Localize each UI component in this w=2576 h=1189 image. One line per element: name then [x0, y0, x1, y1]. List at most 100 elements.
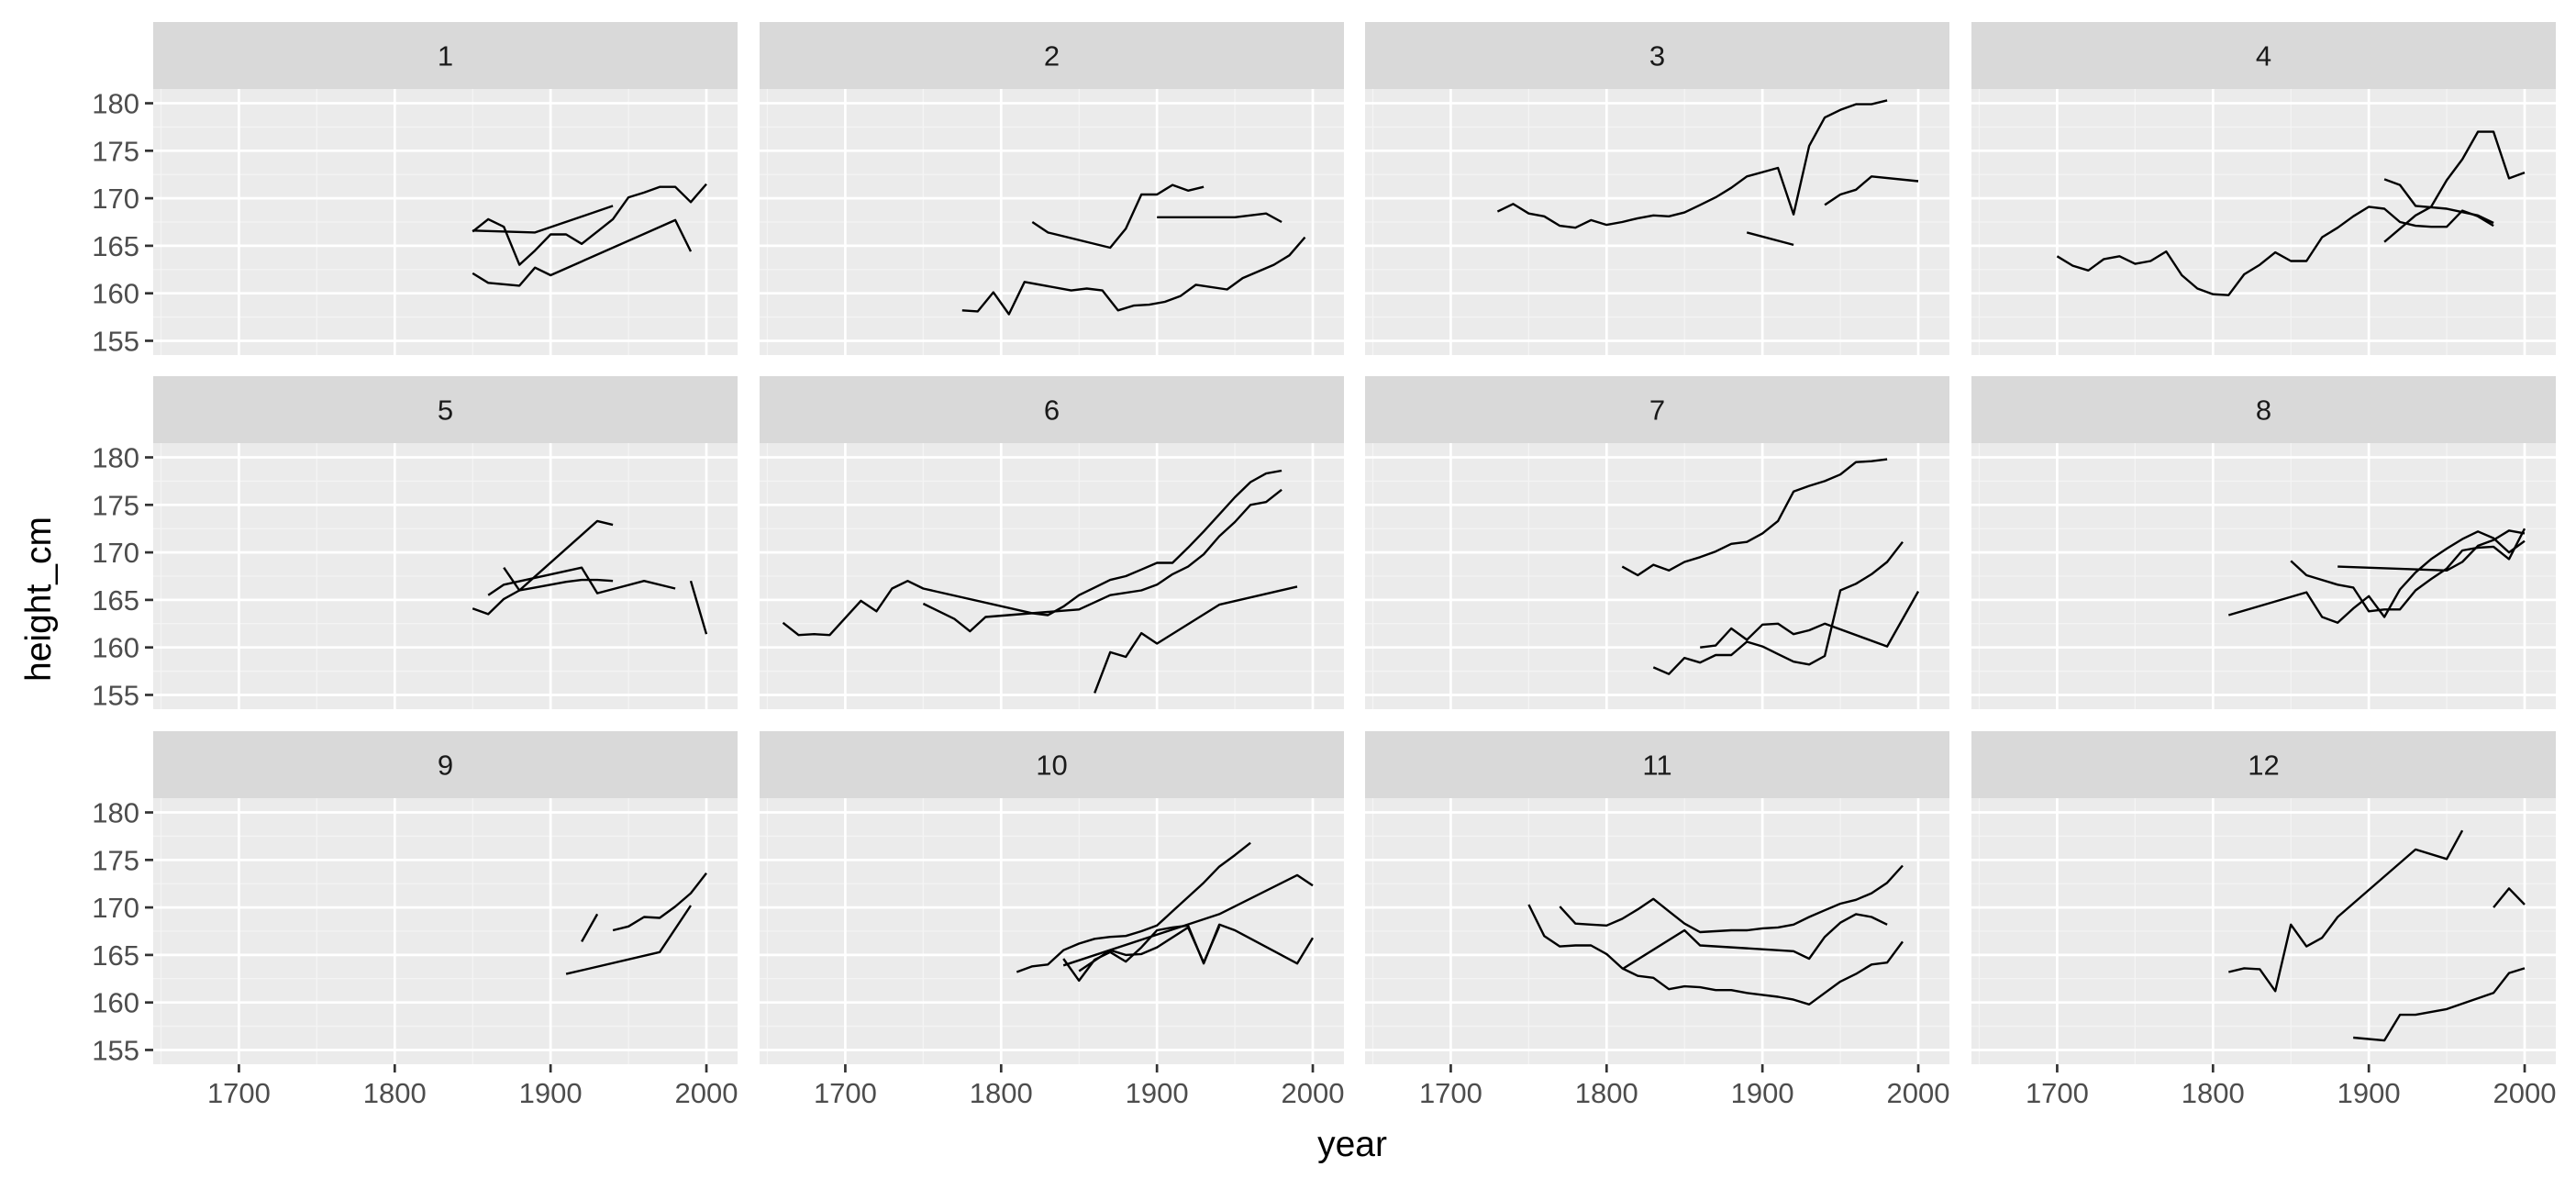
- x-tick-label: 1700: [2026, 1077, 2089, 1109]
- y-tick-label: 165: [92, 584, 139, 617]
- series-line-11-1: [1527, 904, 1904, 1006]
- facet-panel-12: 12: [1971, 731, 2556, 1064]
- y-tick-label: 170: [92, 537, 139, 569]
- series-line-12-2: [2353, 967, 2526, 1042]
- facet-panel-11: 11: [1365, 731, 1949, 1064]
- series-line-8-1: [2227, 530, 2526, 624]
- y-axis: 155 160 165 170 175 180 155 160 165 170 175 180 155 1…: [92, 88, 153, 1066]
- x-tick-label: 2000: [1887, 1077, 1950, 1109]
- series-line-7-3: [1700, 591, 1920, 649]
- y-tick-label: 180: [92, 797, 139, 829]
- facet-strip: [760, 731, 1344, 798]
- x-tick-label: 1900: [1731, 1077, 1794, 1109]
- facet-panel-3: 3: [1365, 22, 1949, 355]
- series-line-10-1: [1016, 841, 1251, 973]
- series-line-3-1: [1496, 99, 1888, 229]
- y-tick-label: 180: [92, 442, 139, 474]
- series-line-10-3: [1062, 873, 1314, 967]
- series-line-9-3: [565, 905, 692, 975]
- y-axis-title: height_cm: [19, 517, 59, 682]
- series-line-7-1: [1621, 458, 1888, 577]
- x-tick-label: 1900: [2337, 1077, 2401, 1109]
- series-line-2-1: [961, 236, 1306, 316]
- series-line-4-3: [2383, 130, 2526, 243]
- facet-strip: [1971, 376, 2556, 443]
- facet-strip-label: 3: [1649, 40, 1665, 72]
- series-line-5-2: [503, 519, 614, 592]
- facet-strip: [1365, 731, 1949, 798]
- facet-strip-label: 8: [2256, 394, 2271, 427]
- x-tick-label: 2000: [675, 1077, 738, 1109]
- series-line-9-1: [581, 913, 599, 942]
- series-line-3-3: [1824, 175, 1919, 206]
- facet-strip: [153, 731, 738, 798]
- series-line-12-3: [2493, 887, 2526, 908]
- x-tick-label: 1800: [2182, 1077, 2245, 1109]
- series-line-6-3: [1094, 585, 1298, 694]
- series-line-11-2: [1559, 864, 1904, 934]
- facet-panel-9: 9: [153, 731, 738, 1064]
- x-tick-label: 1700: [207, 1077, 271, 1109]
- series-line-8-2: [2290, 528, 2526, 613]
- facet-strip-label: 9: [438, 750, 453, 782]
- facet-panel-8: 8: [1971, 376, 2556, 709]
- facet-panel-5: 5: [153, 376, 738, 709]
- facet-strip-label: 7: [1649, 394, 1665, 427]
- series-line-3-2: [1746, 231, 1794, 247]
- x-tick-label: 1800: [1575, 1077, 1638, 1109]
- facet-strip: [1971, 731, 2556, 798]
- y-tick-label: 175: [92, 135, 139, 167]
- x-axis-title: year: [1317, 1125, 1387, 1164]
- y-tick-label: 170: [92, 183, 139, 215]
- x-tick-label: 1900: [519, 1077, 583, 1109]
- series-line-6-1: [782, 469, 1282, 637]
- series-line-9-2: [612, 872, 707, 932]
- facet-strip: [153, 22, 738, 89]
- x-tick-label: 1800: [970, 1077, 1033, 1109]
- facet-strip-label: 10: [1036, 750, 1067, 782]
- facet-strip-label: 1: [438, 40, 453, 72]
- series-line-4-1: [2056, 206, 2494, 296]
- series-line-1-2: [472, 205, 614, 234]
- series-line-12-1: [2228, 829, 2464, 993]
- y-tick-label: 155: [92, 1034, 139, 1066]
- y-tick-label: 155: [92, 679, 139, 711]
- y-tick-label: 175: [92, 489, 139, 521]
- y-tick-label: 165: [92, 939, 139, 972]
- facet-panel-2: 2: [760, 22, 1344, 355]
- facet-panel-4: 4: [1971, 22, 2556, 355]
- facet-strip: [1365, 22, 1949, 89]
- facet-strip-label: 4: [2256, 40, 2271, 72]
- y-tick-label: 175: [92, 844, 139, 876]
- series-line-11-3: [1621, 913, 1888, 971]
- y-tick-label: 165: [92, 230, 139, 262]
- y-tick-label: 180: [92, 88, 139, 120]
- x-tick-label: 2000: [1282, 1077, 1345, 1109]
- series-line-8-3: [2337, 529, 2526, 572]
- x-axis: 1700 1800 1900 2000 1700 1800 1900 2000 1700 1800…: [207, 1064, 2557, 1109]
- x-tick-label: 1700: [814, 1077, 877, 1109]
- y-tick-label: 155: [92, 325, 139, 357]
- x-tick-label: 1900: [1126, 1077, 1189, 1109]
- facet-panel-6: 6: [760, 376, 1344, 709]
- series-line-6-2: [922, 488, 1282, 633]
- facet-panel-10: 10: [760, 731, 1344, 1064]
- y-tick-label: 160: [92, 987, 139, 1019]
- series-line-1-1: [472, 183, 707, 266]
- y-tick-label: 160: [92, 278, 139, 310]
- x-tick-label: 1800: [363, 1077, 427, 1109]
- facet-strip-label: 11: [1642, 750, 1671, 782]
- facet-strip-label: 12: [2248, 750, 2279, 782]
- series-line-2-3: [1157, 212, 1282, 224]
- series-line-5-3: [487, 566, 676, 596]
- x-tick-label: 1700: [1419, 1077, 1482, 1109]
- series-line-5-4: [689, 580, 708, 635]
- facet-strip-label: 5: [438, 394, 453, 427]
- series-line-10-4: [1078, 926, 1221, 972]
- facet-strip: [760, 376, 1344, 443]
- facet-strip: [1365, 376, 1949, 443]
- series-line-7-2: [1652, 540, 1904, 675]
- facet-strip: [153, 376, 738, 443]
- facet-strip: [1971, 22, 2556, 89]
